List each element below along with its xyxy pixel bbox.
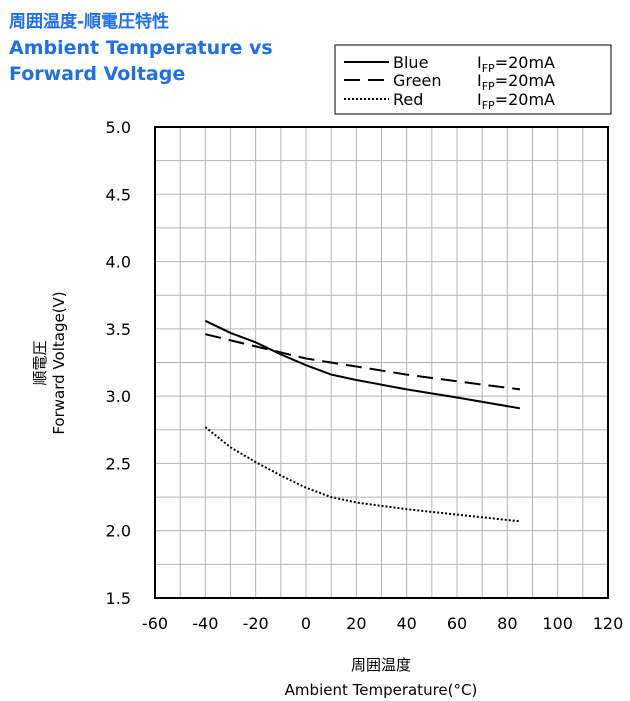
y-tick-label: 1.5	[106, 589, 131, 608]
legend-condition-red: IFP=20mA	[477, 90, 555, 112]
x-tick-label: 120	[593, 614, 624, 633]
y-axis-label: Forward Voltage(V)	[50, 291, 68, 434]
grid-lines	[155, 127, 608, 598]
legend-condition-green: IFP=20mA	[477, 71, 555, 93]
x-tick-label: 40	[396, 614, 416, 633]
legend: Blue IFP=20mA Green IFP=20mA Red IFP=20mA	[334, 44, 612, 115]
x-tick-label: 60	[447, 614, 467, 633]
x-tick-labels: -60 -40 -20 0 20 40 60 80 100 120	[142, 614, 623, 633]
series-line-green	[205, 333, 521, 391]
series-line-red	[204, 426, 521, 523]
y-axis-label-jp: 順電圧	[31, 340, 49, 385]
x-tick-label: -40	[192, 614, 218, 633]
chart-title-en-line2: Forward Voltage	[9, 63, 186, 85]
chart-title-jp: 周囲温度-順電圧特性	[9, 12, 170, 32]
y-tick-labels: 1.5 2.0 2.5 3.0 3.5 4.0 4.5 5.0	[106, 118, 131, 608]
y-tick-label: 2.5	[106, 454, 131, 473]
x-tick-label: 0	[301, 614, 311, 633]
y-tick-label: 5.0	[106, 118, 131, 137]
x-tick-label: -60	[142, 614, 168, 633]
y-tick-label: 4.0	[106, 253, 131, 272]
legend-label-green: Green	[393, 71, 441, 90]
x-axis-label-jp: 周囲温度	[351, 656, 411, 674]
legend-label-blue: Blue	[393, 53, 428, 72]
x-tick-label: -20	[243, 614, 269, 633]
x-axis-label: Ambient Temperature(°C)	[285, 681, 478, 699]
y-tick-label: 3.0	[106, 387, 131, 406]
series-line-blue	[204, 319, 521, 410]
x-tick-label: 80	[497, 614, 517, 633]
legend-label-red: Red	[393, 90, 423, 109]
legend-condition-blue: IFP=20mA	[477, 53, 555, 75]
plot-frame	[154, 126, 609, 599]
chart-title-en-line1: Ambient Temperature vs	[9, 37, 273, 59]
y-tick-label: 2.0	[106, 522, 131, 541]
data-series	[204, 319, 521, 523]
x-tick-label: 100	[542, 614, 573, 633]
y-tick-label: 4.5	[106, 185, 131, 204]
x-tick-label: 20	[346, 614, 366, 633]
y-tick-label: 3.5	[106, 320, 131, 339]
